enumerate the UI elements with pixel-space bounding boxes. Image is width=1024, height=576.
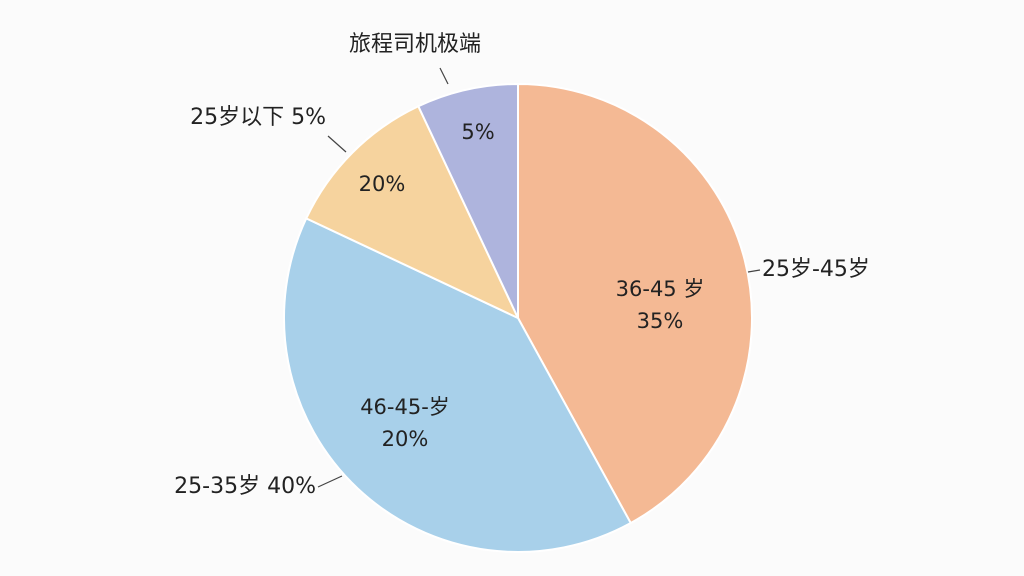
outer-label: 25岁-45岁 [762,257,870,282]
pie-slice [283,217,633,553]
slice-label: 36-45 岁 [616,277,705,301]
slice-label: 35% [637,309,684,333]
slice-label: 20% [382,427,429,451]
outer-label: 25岁以下 5% [190,105,326,130]
slice-label: 20% [359,172,406,196]
leader-line [747,269,761,273]
leader-line [439,67,449,85]
leader-line [317,475,343,488]
slice-label: 5% [461,120,494,144]
outer-label: 25-35岁 40% [174,474,316,499]
pie-slice [517,82,753,525]
slice-label: 46-45-岁 [360,395,450,419]
pie [283,82,753,553]
outer-label: 旅程司机极端 [349,32,481,57]
pie-slice [417,82,519,319]
leader-line [327,135,347,153]
pie-slice [304,104,521,321]
